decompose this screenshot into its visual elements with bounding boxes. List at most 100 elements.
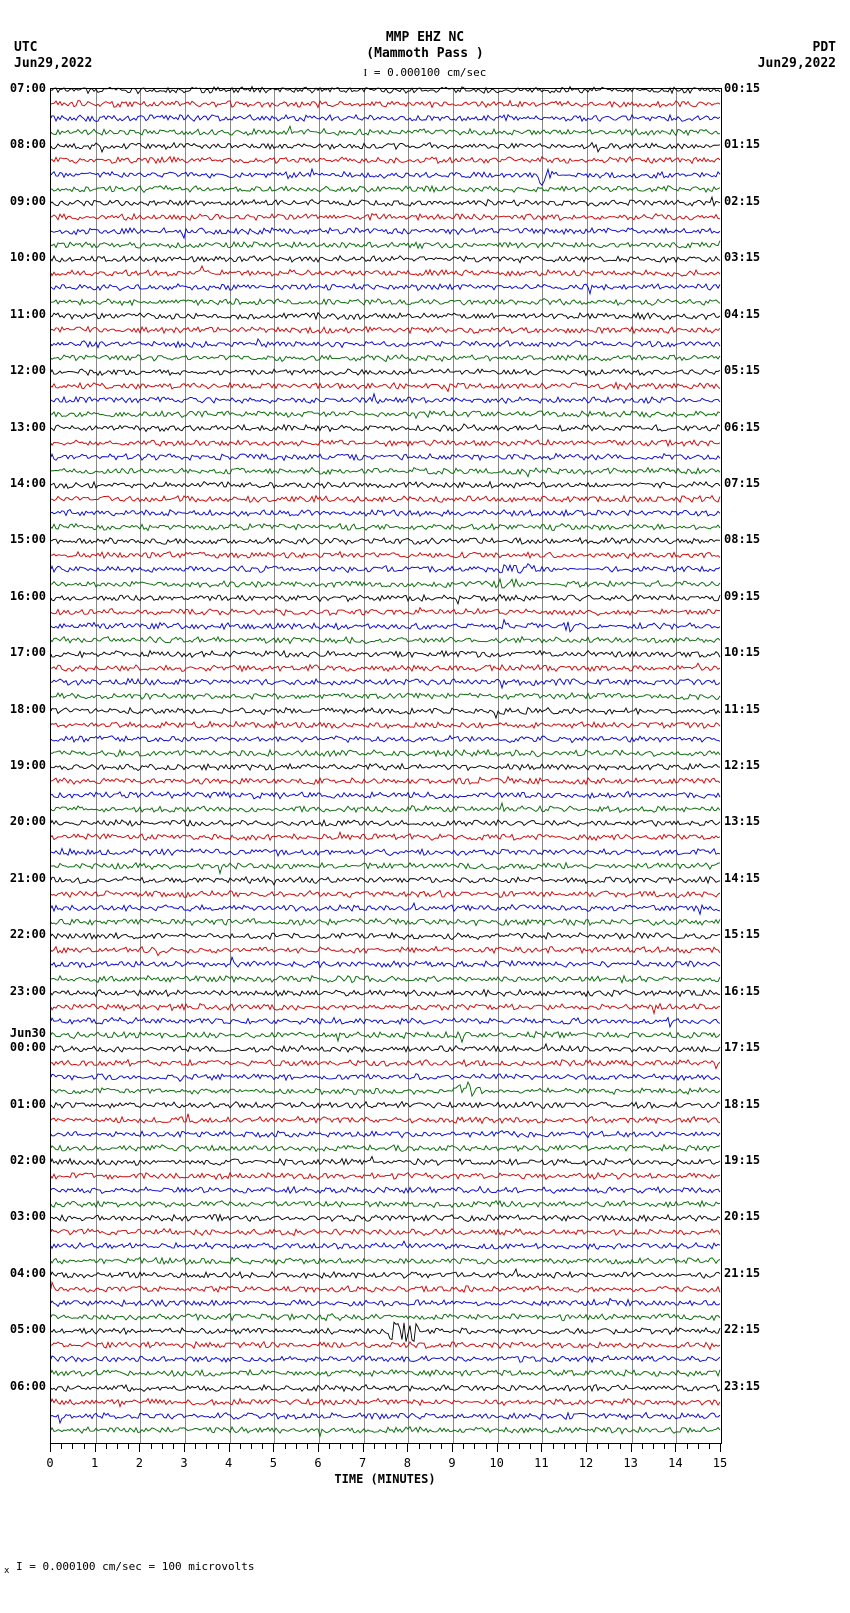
- seismic-trace: [51, 252, 721, 266]
- seismic-trace: [51, 1423, 721, 1437]
- x-minor-tick: [620, 1444, 621, 1449]
- seismic-trace: [51, 125, 721, 139]
- seismic-trace: [51, 774, 721, 788]
- utc-time-label: 15:00: [4, 532, 46, 546]
- utc-time-label: 02:00: [4, 1153, 46, 1167]
- seismic-trace: [51, 182, 721, 196]
- seismic-trace: [51, 492, 721, 506]
- seismic-trace: [51, 450, 721, 464]
- x-tick-label: 4: [225, 1456, 232, 1470]
- x-minor-tick: [430, 1444, 431, 1449]
- pdt-time-label: 23:15: [724, 1379, 760, 1393]
- x-minor-tick: [687, 1444, 688, 1449]
- seismic-trace: [51, 506, 721, 520]
- x-tick: [318, 1444, 319, 1452]
- utc-time-label: 01:00: [4, 1097, 46, 1111]
- scale-value: = 0.000100 cm/sec: [367, 66, 486, 79]
- seismic-trace: [51, 845, 721, 859]
- tz-left: UTC: [14, 40, 37, 55]
- pdt-time-label: 20:15: [724, 1209, 760, 1223]
- x-minor-tick: [709, 1444, 710, 1449]
- seismic-trace: [51, 280, 721, 294]
- seismic-trace: [51, 802, 721, 816]
- x-minor-tick: [117, 1444, 118, 1449]
- seismic-trace: [51, 365, 721, 379]
- x-minor-tick: [374, 1444, 375, 1449]
- seismic-trace: [51, 1296, 721, 1310]
- seismic-trace: [51, 196, 721, 210]
- utc-time-label: 09:00: [4, 194, 46, 208]
- seismic-trace: [51, 1098, 721, 1112]
- x-minor-tick: [128, 1444, 129, 1449]
- pdt-time-label: 02:15: [724, 194, 760, 208]
- x-tick-label: 9: [448, 1456, 455, 1470]
- plot-area: [50, 88, 722, 1444]
- seismic-trace: [51, 97, 721, 111]
- x-minor-tick: [698, 1444, 699, 1449]
- seismic-trace: [51, 421, 721, 435]
- seismic-trace: [51, 1070, 721, 1084]
- seismic-trace: [51, 718, 721, 732]
- utc-time-label: 00:00: [4, 1040, 46, 1054]
- x-minor-tick: [84, 1444, 85, 1449]
- seismic-trace: [51, 1169, 721, 1183]
- seismic-trace: [51, 661, 721, 675]
- seismogram-container: MMP EHZ NC (Mammoth Pass ) I = 0.000100 …: [0, 0, 850, 1613]
- seismic-trace: [51, 1113, 721, 1127]
- x-minor-tick: [262, 1444, 263, 1449]
- utc-time-label: 13:00: [4, 420, 46, 434]
- x-tick-label: 8: [404, 1456, 411, 1470]
- seismic-trace: [51, 986, 721, 1000]
- seismic-trace: [51, 478, 721, 492]
- x-minor-tick: [530, 1444, 531, 1449]
- x-minor-tick: [508, 1444, 509, 1449]
- x-tick-label: 5: [270, 1456, 277, 1470]
- seismic-trace: [51, 83, 721, 97]
- utc-time-label: 16:00: [4, 589, 46, 603]
- seismic-trace: [51, 266, 721, 280]
- x-minor-tick: [307, 1444, 308, 1449]
- x-minor-tick: [61, 1444, 62, 1449]
- pdt-time-label: 03:15: [724, 250, 760, 264]
- x-minor-tick: [608, 1444, 609, 1449]
- x-tick: [675, 1444, 676, 1452]
- x-tick-label: 1: [91, 1456, 98, 1470]
- x-tick: [229, 1444, 230, 1452]
- seismic-trace: [51, 111, 721, 125]
- utc-time-label: 14:00: [4, 476, 46, 490]
- pdt-time-label: 14:15: [724, 871, 760, 885]
- scale-note: I = 0.000100 cm/sec: [0, 66, 850, 79]
- x-minor-tick: [206, 1444, 207, 1449]
- x-tick: [720, 1444, 721, 1452]
- seismic-trace: [51, 760, 721, 774]
- seismic-trace: [51, 633, 721, 647]
- seismic-trace: [51, 548, 721, 562]
- x-minor-tick: [396, 1444, 397, 1449]
- pdt-time-label: 21:15: [724, 1266, 760, 1280]
- x-tick: [363, 1444, 364, 1452]
- seismic-trace: [51, 1014, 721, 1028]
- seismic-trace: [51, 1352, 721, 1366]
- x-axis-title: TIME (MINUTES): [50, 1472, 720, 1486]
- seismic-trace: [51, 591, 721, 605]
- x-minor-tick: [463, 1444, 464, 1449]
- pdt-time-label: 07:15: [724, 476, 760, 490]
- x-minor-tick: [173, 1444, 174, 1449]
- pdt-time-label: 17:15: [724, 1040, 760, 1054]
- seismic-trace: [51, 1239, 721, 1253]
- seismic-trace: [51, 1395, 721, 1409]
- station-title: MMP EHZ NC: [0, 30, 850, 45]
- seismic-trace: [51, 1381, 721, 1395]
- x-tick-label: 6: [314, 1456, 321, 1470]
- x-minor-tick: [106, 1444, 107, 1449]
- seismic-trace: [51, 309, 721, 323]
- seismic-trace: [51, 1197, 721, 1211]
- footer-note: x I = 0.000100 cm/sec = 100 microvolts: [4, 1560, 254, 1576]
- utc-time-label: 19:00: [4, 758, 46, 772]
- seismic-trace: [51, 647, 721, 661]
- utc-time-label: 23:00: [4, 984, 46, 998]
- pdt-time-label: 05:15: [724, 363, 760, 377]
- pdt-time-label: 13:15: [724, 814, 760, 828]
- x-tick: [273, 1444, 274, 1452]
- seismic-trace: [51, 957, 721, 971]
